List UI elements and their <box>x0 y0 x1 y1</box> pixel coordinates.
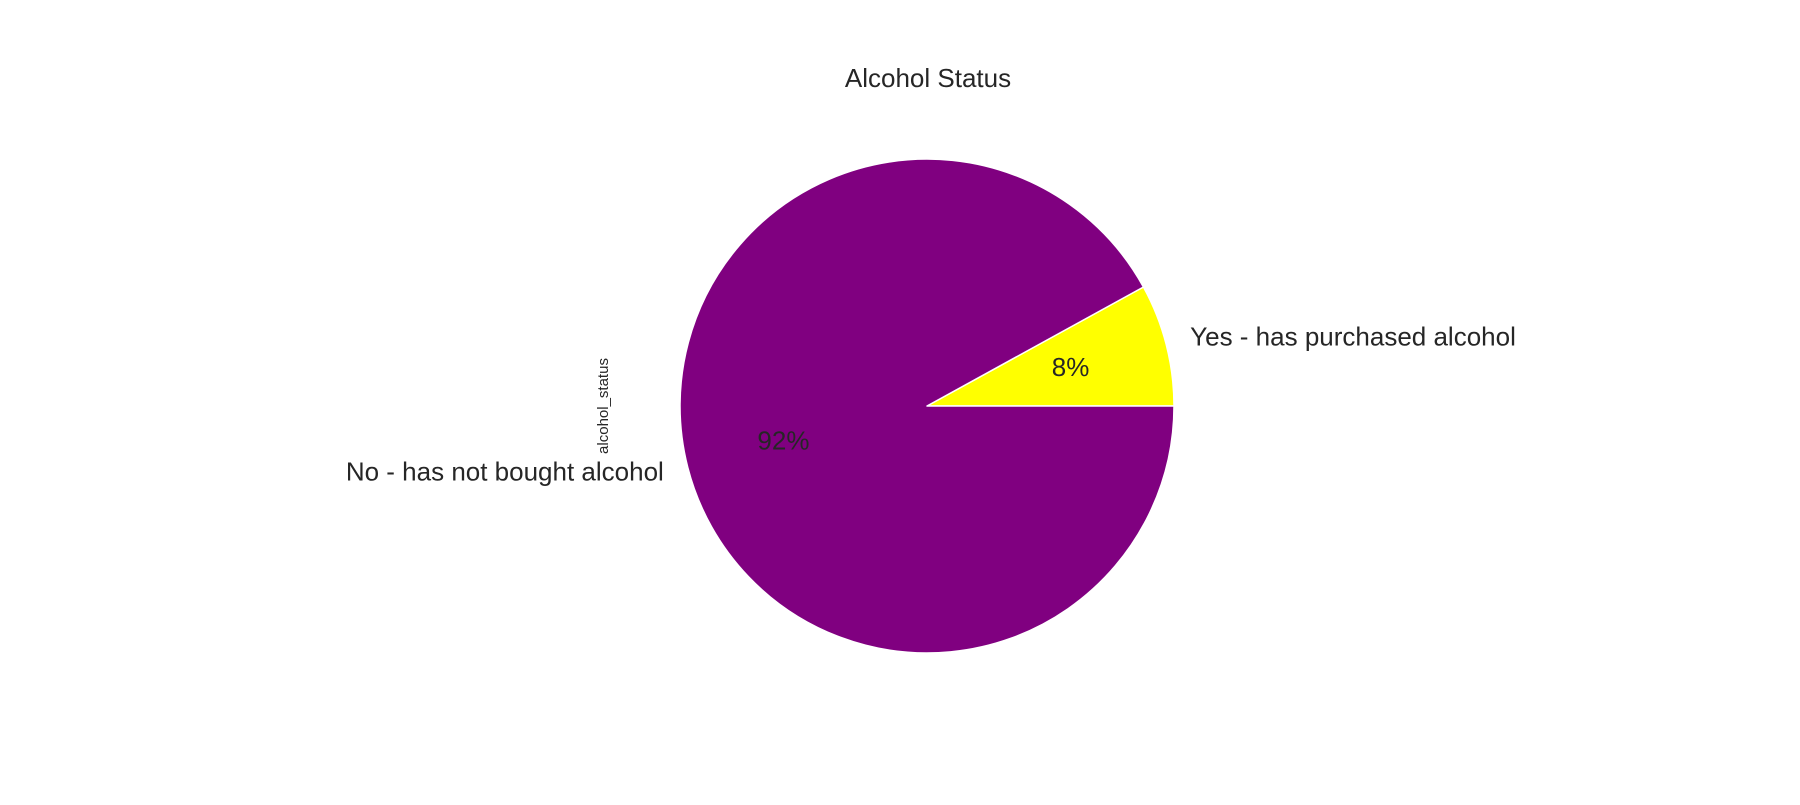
pie-slice-no-has-not-bought-alcohol <box>679 158 1175 654</box>
pie-percent-no-has-not-bought-alcohol: 92% <box>757 426 809 456</box>
pie-percent-yes-has-purchased-alcohol: 8% <box>1052 352 1090 382</box>
pie-slice-labels: Yes - has purchased alcohol No - has not … <box>346 321 1516 486</box>
pie-slices <box>679 158 1175 654</box>
y-axis-label: alcohol_status <box>595 358 612 454</box>
chart-title: Alcohol Status <box>845 63 1011 93</box>
pie-label-yes-has-purchased-alcohol: Yes - has purchased alcohol <box>1190 321 1516 351</box>
pie-percent-labels: 8% 92% <box>757 352 1089 456</box>
pie-label-no-has-not-bought-alcohol: No - has not bought alcohol <box>346 456 664 486</box>
pie-slice-yes-has-purchased-alcohol <box>926 286 1175 407</box>
